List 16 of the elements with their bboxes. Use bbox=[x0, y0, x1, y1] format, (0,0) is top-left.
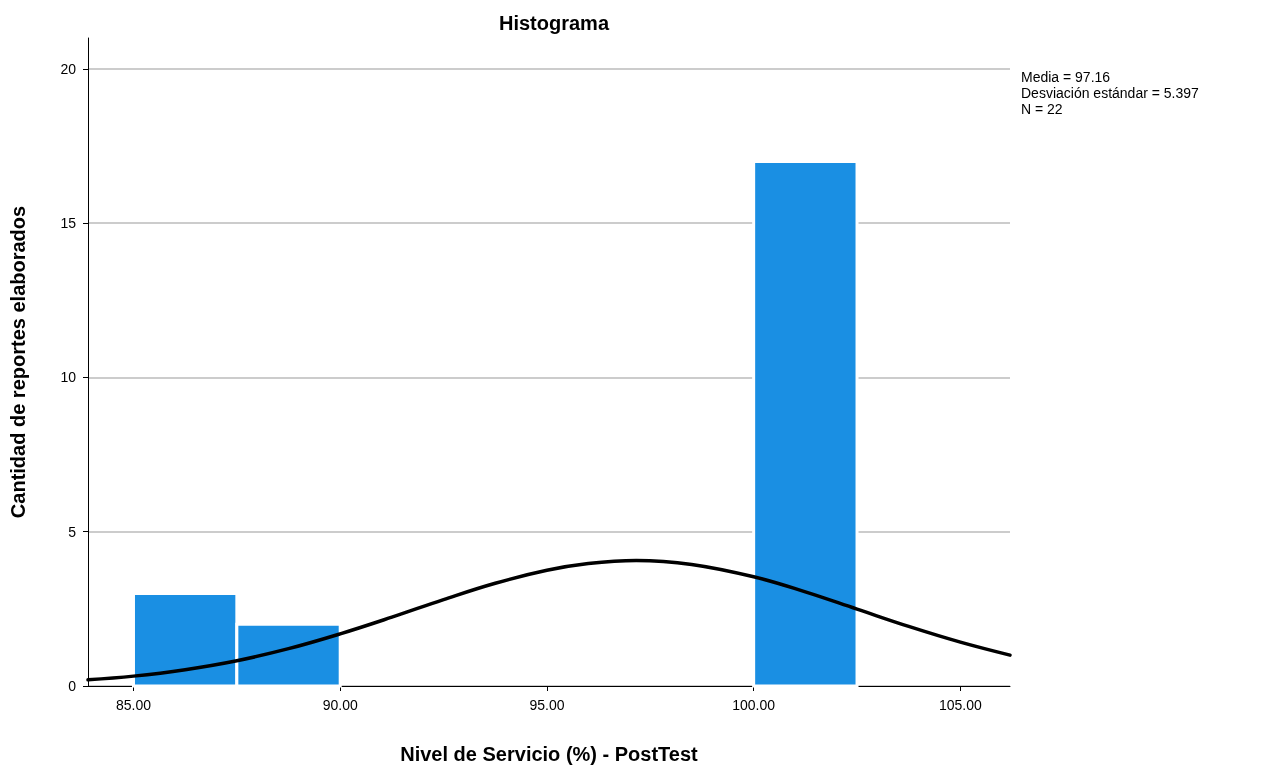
x-tick-label: 100.00 bbox=[732, 697, 776, 713]
y-tick-label: 5 bbox=[68, 523, 77, 540]
x-axis-title: Nivel de Servicio (%) - PostTest bbox=[400, 743, 699, 765]
x-tick-label: 85.00 bbox=[115, 697, 152, 713]
text: N = 22 bbox=[1021, 101, 1063, 117]
x-tick-label: 90.00 bbox=[322, 697, 358, 713]
text: Desviación estándar = 5.397 bbox=[1021, 85, 1200, 101]
y-tick-label: 0 bbox=[68, 678, 77, 694]
y-tick-label: 10 bbox=[60, 369, 77, 386]
chart-title: Histograma bbox=[498, 12, 610, 34]
x-tick-label: 95.00 bbox=[529, 697, 565, 713]
y-tick-label: 15 bbox=[60, 215, 77, 232]
y-axis-title: Cantidad de reportes elaborados bbox=[7, 205, 29, 519]
x-tick-label: 105.00 bbox=[938, 697, 983, 713]
y-tick-label: 20 bbox=[60, 60, 77, 77]
text: Media = 97.16 bbox=[1021, 69, 1111, 85]
